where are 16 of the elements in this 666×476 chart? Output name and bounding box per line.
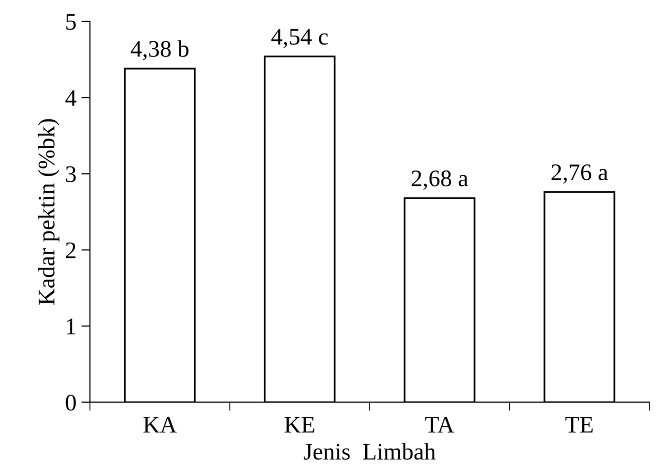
y-tick-label: 2 — [66, 242, 76, 258]
y-axis-title: Kadar pektin (%bk) — [38, 119, 60, 305]
x-axis-title: Jenis Limbah — [304, 443, 436, 460]
x-tick-label: KE — [284, 417, 314, 432]
data-label: 2,76 a — [552, 164, 608, 184]
y-tick-label: 0 — [66, 394, 76, 411]
y-tick-label: 5 — [66, 14, 76, 30]
x-tick-label: TA — [425, 416, 454, 432]
y-tick-label: 3 — [66, 166, 76, 182]
y-tick-label: 1 — [66, 318, 76, 334]
data-label: 4,38 b — [130, 40, 188, 60]
x-tick-label: TE — [565, 417, 593, 432]
data-label: 4,54 c — [271, 28, 328, 48]
y-tick-label: 4 — [65, 90, 76, 106]
x-tick-label: KA — [143, 416, 177, 432]
data-label: 2,68 a — [412, 170, 468, 190]
